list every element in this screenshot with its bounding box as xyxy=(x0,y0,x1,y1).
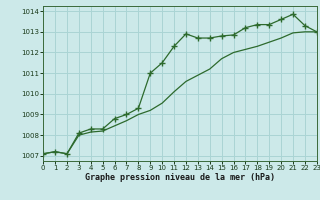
X-axis label: Graphe pression niveau de la mer (hPa): Graphe pression niveau de la mer (hPa) xyxy=(85,173,275,182)
